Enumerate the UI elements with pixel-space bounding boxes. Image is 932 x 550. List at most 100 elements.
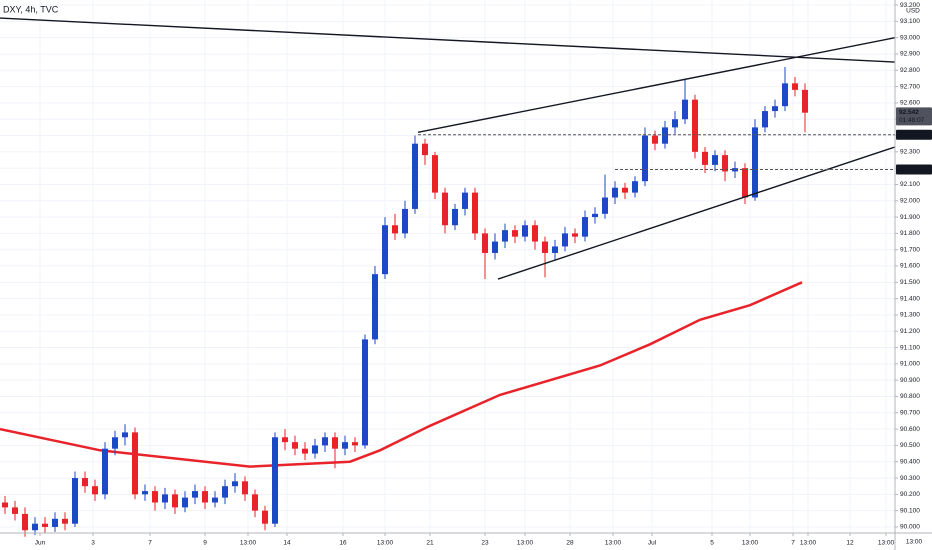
x-tick-label: 7	[791, 540, 795, 547]
candle-body	[332, 437, 338, 449]
y-tick-label: 90.000	[900, 524, 920, 531]
candle-body	[182, 497, 188, 508]
y-tick-label: 92.000	[900, 197, 920, 204]
x-tick-label: 13:00	[517, 540, 534, 547]
y-tick-label: 91.000	[900, 361, 920, 368]
x-tick-label: 7	[148, 540, 152, 547]
candle-body	[792, 83, 798, 90]
x-tick-label: 13:00	[800, 540, 817, 547]
candle-body	[442, 192, 448, 226]
candle-body	[192, 491, 198, 498]
candle-body	[542, 241, 548, 253]
y-tick-label: 90.300	[900, 475, 920, 482]
y-tick-label: 92.900	[900, 51, 920, 58]
y-tick-label: 91.300	[900, 312, 920, 319]
candle-body	[522, 225, 528, 237]
candle-body	[552, 246, 558, 253]
candle-body	[52, 518, 58, 527]
price-label-box	[896, 164, 932, 175]
y-tick-label: 90.800	[900, 393, 920, 400]
candle-body	[2, 502, 8, 508]
candle-body	[802, 89, 808, 113]
y-tick-label: 91.800	[900, 230, 920, 237]
candle-body	[482, 233, 488, 253]
candle-body	[92, 486, 98, 495]
x-tick-label: 14	[283, 540, 291, 547]
candle-body	[702, 151, 708, 165]
candle-body	[582, 217, 588, 237]
y-tick-label: 92.600	[900, 100, 920, 107]
candle-body	[322, 437, 328, 446]
candle-body	[222, 486, 228, 498]
y-tick-label: 90.700	[900, 410, 920, 417]
y-tick-label: 93.200	[900, 2, 920, 9]
candle-body	[102, 448, 108, 495]
candle-body	[122, 432, 128, 438]
chart-title: DXY, 4h, TVC	[3, 4, 59, 14]
y-tick-label: 92.300	[900, 149, 920, 156]
candle-body	[782, 83, 788, 107]
candle-body	[162, 494, 168, 503]
y-tick-label: 90.600	[900, 426, 920, 433]
candle-body	[622, 187, 628, 193]
x-tick-label: 23	[481, 540, 489, 547]
candle-body	[62, 518, 68, 524]
x-tick-label: Jun	[35, 540, 46, 547]
candle-body	[42, 523, 48, 527]
candle-body	[602, 197, 608, 214]
candle-body	[382, 225, 388, 275]
y-tick-label: 91.400	[900, 295, 920, 302]
candle-body	[662, 127, 668, 144]
candle-body	[202, 491, 208, 503]
candle-body	[362, 339, 368, 446]
candle-body	[252, 494, 258, 511]
candle-body	[742, 168, 748, 198]
candle-body	[762, 111, 768, 128]
candle-body	[132, 432, 138, 495]
y-tick-label: 91.200	[900, 328, 920, 335]
x-tick-label: 13:00	[605, 540, 622, 547]
candle-body	[512, 230, 518, 237]
candle-body	[532, 225, 538, 242]
y-tick-label: 92.100	[900, 181, 920, 188]
price-label-box	[896, 107, 932, 126]
candle-body	[272, 437, 278, 524]
x-tick-label: 12	[846, 540, 854, 547]
candle-body	[502, 230, 508, 242]
candle-body	[772, 106, 778, 112]
x-tick-label: 9	[203, 540, 207, 547]
price-label-timer: 01:48:07	[899, 117, 925, 124]
candle-body	[462, 192, 468, 209]
candle-body	[562, 233, 568, 247]
candle-body	[642, 135, 648, 182]
y-tick-label: 93.100	[900, 18, 920, 25]
candle-body	[242, 481, 248, 495]
candle-body	[302, 448, 308, 454]
candle-body	[352, 442, 358, 446]
candle-body	[672, 119, 678, 128]
candle-body	[172, 494, 178, 508]
y-tick-label: 92.800	[900, 67, 920, 74]
candle-body	[282, 437, 288, 443]
y-tick-label: 90.200	[900, 491, 920, 498]
x-tick-label: 16	[339, 540, 347, 547]
candle-body	[722, 155, 728, 172]
candle-body	[212, 497, 218, 503]
y-tick-label: 90.500	[900, 442, 920, 449]
candle-body	[402, 208, 408, 234]
candle-body	[452, 208, 458, 226]
candle-body	[142, 491, 148, 495]
candle-body	[292, 442, 298, 449]
candle-body	[492, 241, 498, 253]
candle-body	[72, 478, 78, 524]
price-label-box	[896, 129, 932, 140]
y-tick-label: 91.500	[900, 279, 920, 286]
x-tick-label: 28	[566, 540, 574, 547]
candle-body	[32, 523, 38, 531]
price-label: 92.542	[899, 109, 919, 116]
candle-body	[392, 225, 398, 234]
candle-body	[412, 143, 418, 209]
x-tick-label: Jul	[648, 540, 657, 547]
candle-body	[12, 507, 18, 514]
